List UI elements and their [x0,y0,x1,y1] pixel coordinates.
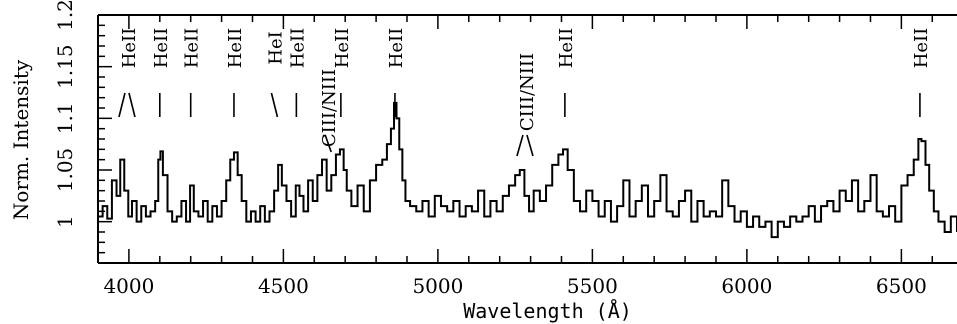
line-marker [270,92,279,118]
y-tick-label: 1 [53,215,77,228]
line-id-label: HeII [225,28,246,69]
line-id-label: HeII [911,28,932,69]
line-id-label: HeII [182,28,203,69]
line-id-label: HeII [119,28,140,69]
spectrum-series [98,101,957,239]
line-marker [526,134,534,157]
y-tick-label: 1.2 [53,0,77,31]
x-axis-label: Wavelength (Å) [463,299,632,323]
line-marker [516,134,524,157]
line-id-label: CIII/NIII [517,53,538,131]
line-id-markers [118,92,921,157]
line-id-label: HeII [332,28,353,69]
line-id-label: HeII [151,28,172,69]
line-id-label: HeII [556,28,577,69]
line-marker [324,134,332,153]
y-tick-label: 1.15 [53,44,77,89]
x-tick-label: 4500 [258,274,309,298]
line-marker [118,92,126,118]
axis-tick-labels: 4000 4500 5000 5500 6000 6500 1 1.05 1.1 1.15 1.2 [53,0,927,298]
x-tick-label: 5500 [567,274,618,298]
x-tick-label: 5000 [412,274,463,298]
y-tick-label: 1.1 [53,102,77,134]
line-marker [128,92,136,118]
y-tick-label: 1.05 [53,148,77,193]
line-id-label: HeII [386,28,407,69]
axis-ticks [97,14,934,264]
line-id-label: HeI [265,31,286,64]
x-tick-label: 4000 [103,274,154,298]
x-tick-label: 6500 [876,274,927,298]
x-tick-label: 6000 [721,274,772,298]
line-id-label: HeII [287,28,308,69]
spectrum-line [98,101,957,239]
line-id-label: CIII/NIII [319,69,340,147]
y-axis-label: Norm. Intensity [9,59,33,220]
